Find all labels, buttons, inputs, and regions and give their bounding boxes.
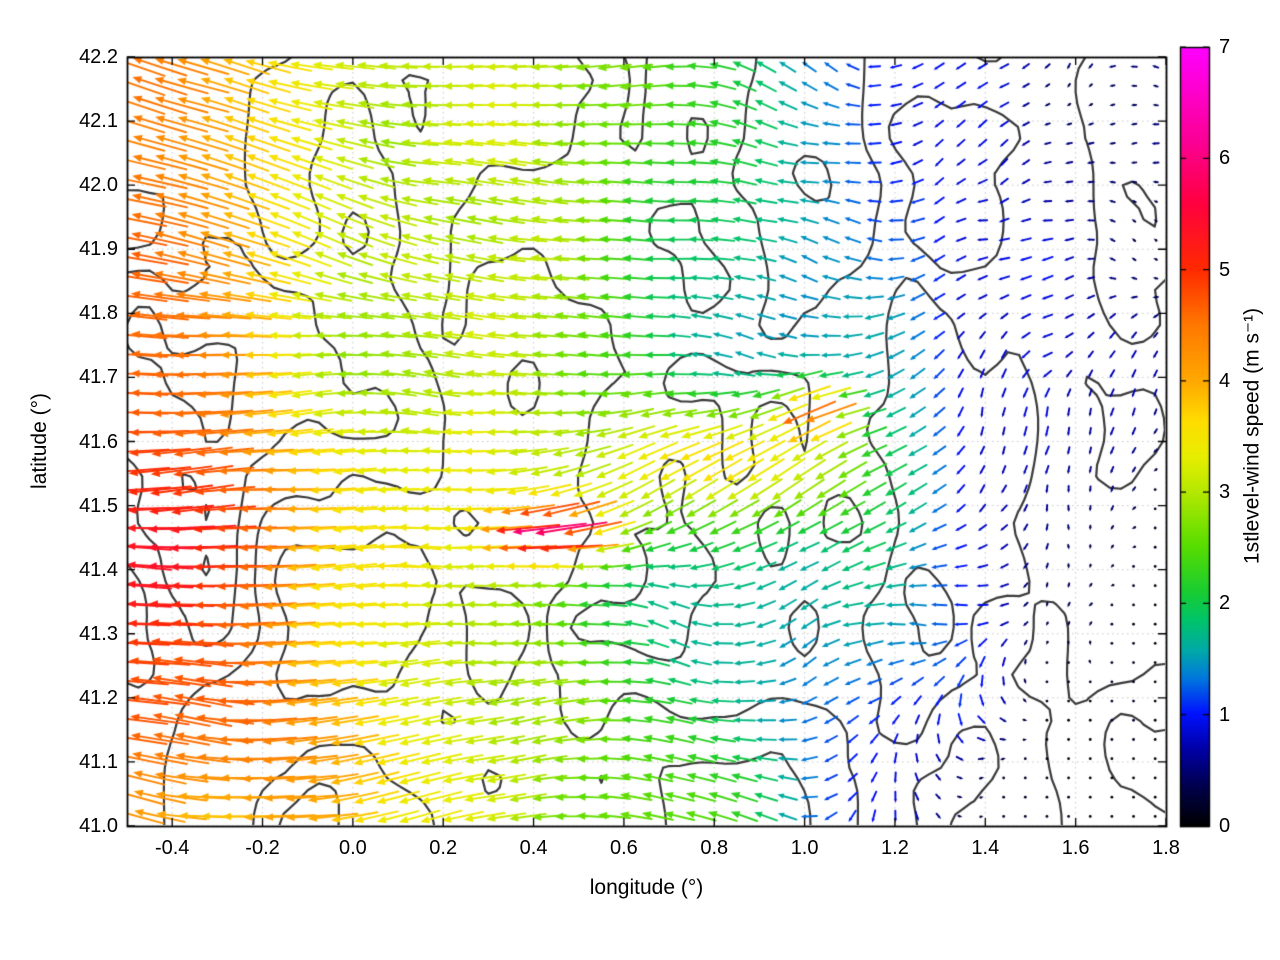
plot-canvas	[0, 0, 1280, 960]
wind-quiver-figure: longitude (°) latitude (°) 1stlevel-wind…	[0, 0, 1280, 960]
